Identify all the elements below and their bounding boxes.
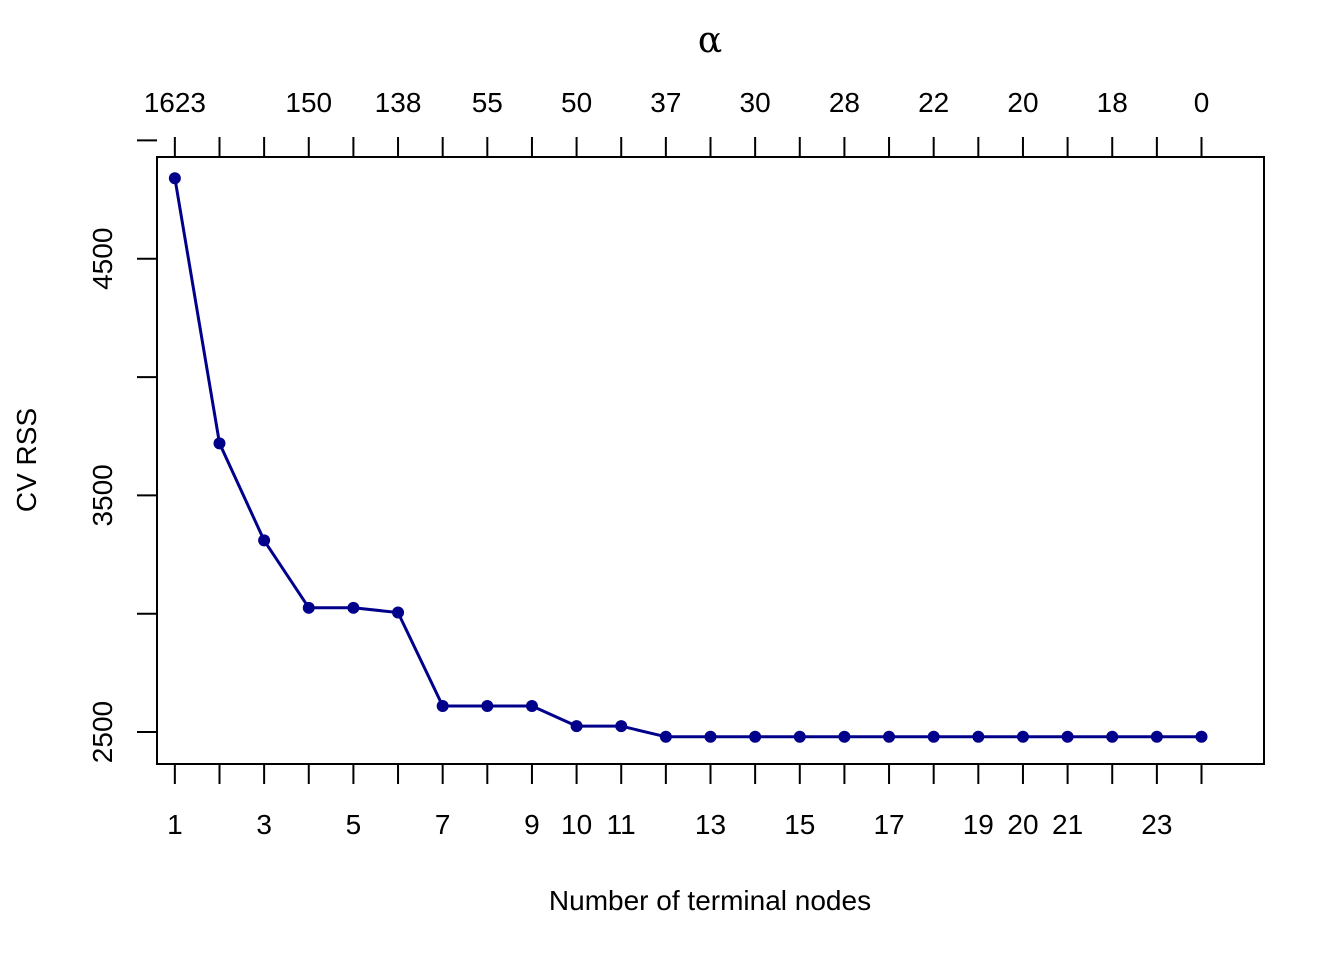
x-axis-title: Number of terminal nodes [549,885,871,916]
data-point [525,700,538,713]
data-point [883,730,896,743]
top-tick-label: 37 [650,87,681,118]
left-axis: 2500 3500 4500 [87,139,157,763]
top-tick-label: 20 [1007,87,1038,118]
data-point [927,730,940,743]
x-tick-label: 9 [524,809,540,840]
data-point [1195,730,1208,743]
data-point [570,720,583,733]
x-tick-label: 17 [873,809,904,840]
x-tick-label: 23 [1141,809,1172,840]
data-point [436,700,449,713]
top-tick-label: 1623 [144,87,206,118]
x-tick-label: 13 [695,809,726,840]
series-group [168,172,1208,743]
top-tick-label: 150 [285,87,332,118]
data-point [347,601,360,614]
top-tick-label: 30 [740,87,771,118]
top-axis-title: α [698,20,722,61]
data-point [838,730,851,743]
x-tick-label: 19 [963,809,994,840]
cv-rss-line [173,178,1202,739]
y-tick-label: 4500 [87,228,118,290]
top-tick-label: 138 [375,87,422,118]
data-point [1106,730,1119,743]
data-point [749,730,762,743]
x-tick-label: 21 [1052,809,1083,840]
x-tick-label: 7 [435,809,451,840]
data-point [481,700,494,713]
top-tick-label: 0 [1194,87,1210,118]
top-tick-label: 55 [472,87,503,118]
bottom-axis: 1 3 5 7 9 10 11 13 15 17 19 20 21 23 [167,764,1203,840]
data-point [615,720,628,733]
data-point [793,730,806,743]
data-point [704,730,717,743]
x-tick-label: 20 [1007,809,1038,840]
plot-frame [156,156,1265,765]
data-point [1150,730,1163,743]
top-tick-label: 50 [561,87,592,118]
y-axis-title: CV RSS [11,408,42,512]
y-tick-label: 3500 [87,464,118,526]
x-tick-label: 3 [256,809,272,840]
data-point [659,730,672,743]
y-tick-label: 2500 [87,701,118,763]
data-point [972,730,985,743]
data-point [1061,730,1074,743]
data-point [302,601,315,614]
top-axis: 1623 150 138 55 50 37 30 28 22 20 18 0 [144,87,1210,157]
x-tick-label: 10 [561,809,592,840]
data-point [213,437,226,450]
data-point [258,534,271,547]
x-tick-label: 11 [607,809,636,840]
top-tick-label: 18 [1097,87,1128,118]
top-tick-label: 22 [918,87,949,118]
data-point [1016,730,1029,743]
data-point [168,172,181,185]
top-tick-label: 28 [829,87,860,118]
x-tick-label: 15 [784,809,815,840]
x-tick-label: 1 [167,809,183,840]
x-tick-label: 5 [346,809,362,840]
data-point [392,606,405,619]
